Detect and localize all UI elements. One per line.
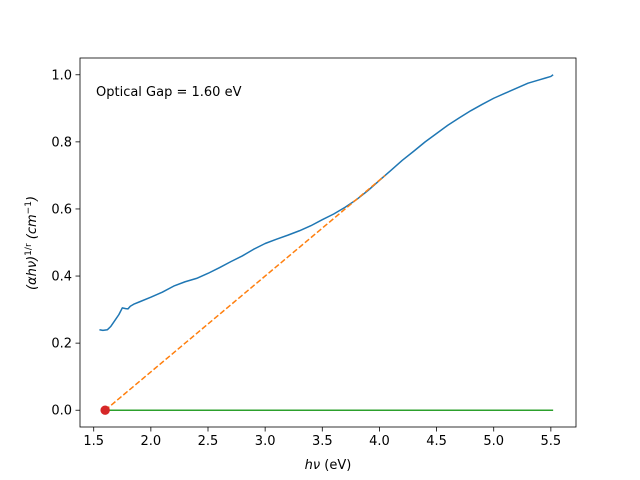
y-tick-label: 1.0 bbox=[51, 68, 72, 83]
x-tick-label: 4.5 bbox=[426, 434, 447, 449]
y-tick-label: 0.0 bbox=[51, 404, 72, 419]
plot-background bbox=[80, 58, 576, 427]
x-tick-label: 2.0 bbox=[141, 434, 162, 449]
x-axis-label: hν (eV) bbox=[305, 458, 352, 473]
data-layer bbox=[99, 74, 554, 415]
optical-gap-annotation: Optical Gap = 1.60 eV bbox=[96, 85, 242, 100]
x-tick-label: 5.0 bbox=[483, 434, 504, 449]
y-axis-label: (αhν)1/r (cm−1) bbox=[24, 196, 40, 290]
y-tick-label: 0.4 bbox=[51, 270, 72, 285]
x-tick-label: 1.5 bbox=[83, 434, 104, 449]
series-line-0 bbox=[99, 74, 554, 332]
y-tick-label: 0.6 bbox=[51, 202, 72, 217]
y-tick-label: 0.8 bbox=[51, 135, 72, 150]
plot-area bbox=[80, 58, 576, 427]
x-tick-label: 2.5 bbox=[198, 434, 219, 449]
x-tick-label: 3.0 bbox=[255, 434, 276, 449]
axes-frame bbox=[79, 57, 577, 428]
x-tick-label: 5.5 bbox=[541, 434, 562, 449]
optical-gap-marker bbox=[100, 405, 110, 415]
x-tick-label: 3.5 bbox=[312, 434, 333, 449]
x-tick-label: 4.0 bbox=[369, 434, 390, 449]
axes-layer: 1.5 2.0 2.5 3.0 3.5 4.0 4.5 5.0 5.5 0.0 0.2 0.4 0.6 0… bbox=[51, 57, 577, 449]
y-tick-label: 0.2 bbox=[51, 337, 72, 352]
series-line-1 bbox=[104, 174, 386, 411]
